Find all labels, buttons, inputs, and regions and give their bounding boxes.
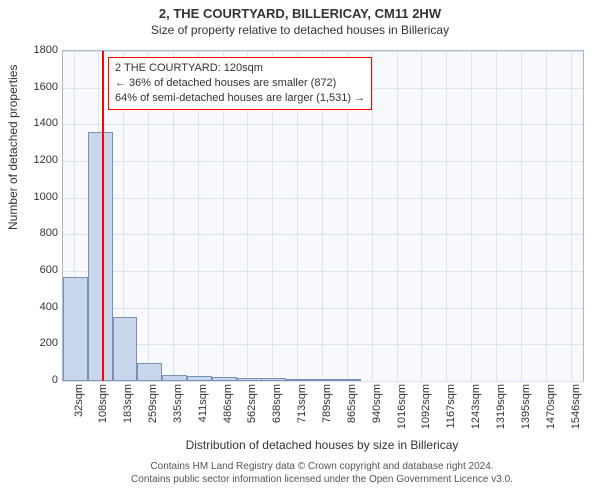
annotation-line: ← 36% of detached houses are smaller (87… [115, 76, 365, 91]
footer-line-2: Contains public sector information licen… [62, 473, 582, 486]
histogram-bar [137, 363, 162, 381]
xtick-label: 32sqm [73, 384, 85, 444]
histogram-bar [88, 132, 113, 381]
annotation-line: 2 THE COURTYARD: 120sqm [115, 61, 365, 76]
annotation-box: 2 THE COURTYARD: 120sqm← 36% of detached… [108, 57, 372, 110]
gridline-h [63, 344, 583, 345]
ytick-label: 1200 [18, 154, 58, 166]
gridline-v [571, 51, 572, 381]
histogram-bar [336, 379, 361, 381]
xtick-label: 1016sqm [396, 384, 408, 444]
xtick-label: 865sqm [346, 384, 358, 444]
xtick-label: 183sqm [122, 384, 134, 444]
footer-line-1: Contains HM Land Registry data © Crown c… [62, 460, 582, 473]
gridline-h [63, 308, 583, 309]
xtick-label: 259sqm [147, 384, 159, 444]
chart-title: 2, THE COURTYARD, BILLERICAY, CM11 2HW [0, 0, 600, 21]
ytick-label: 0 [18, 374, 58, 386]
gridline-v [421, 51, 422, 381]
xtick-label: 1092sqm [420, 384, 432, 444]
gridline-h [63, 161, 583, 162]
gridline-h [63, 124, 583, 125]
xtick-label: 789sqm [321, 384, 333, 444]
xtick-label: 713sqm [296, 384, 308, 444]
xtick-label: 940sqm [371, 384, 383, 444]
gridline-v [446, 51, 447, 381]
xtick-label: 335sqm [172, 384, 184, 444]
xtick-label: 1167sqm [445, 384, 457, 444]
ytick-label: 1000 [18, 191, 58, 203]
ytick-label: 1600 [18, 81, 58, 93]
gridline-h [63, 234, 583, 235]
ytick-label: 1400 [18, 117, 58, 129]
xtick-label: 108sqm [97, 384, 109, 444]
xtick-label: 1470sqm [545, 384, 557, 444]
xtick-label: 1546sqm [570, 384, 582, 444]
ytick-label: 200 [18, 337, 58, 349]
ytick-label: 800 [18, 227, 58, 239]
footer-attribution: Contains HM Land Registry data © Crown c… [62, 460, 582, 486]
gridline-h [63, 271, 583, 272]
chart-container: 2, THE COURTYARD, BILLERICAY, CM11 2HW S… [0, 0, 600, 500]
histogram-bar [286, 379, 311, 381]
reference-line [102, 51, 104, 381]
gridline-h [63, 381, 583, 382]
xtick-label: 486sqm [222, 384, 234, 444]
xtick-label: 411sqm [197, 384, 209, 444]
histogram-bar [212, 377, 237, 381]
ytick-label: 400 [18, 301, 58, 313]
annotation-line: 64% of semi-detached houses are larger (… [115, 91, 365, 106]
histogram-bar [237, 378, 262, 381]
gridline-v [546, 51, 547, 381]
xtick-label: 1319sqm [495, 384, 507, 444]
plot-area: 2 THE COURTYARD: 120sqm← 36% of detached… [62, 50, 584, 382]
gridline-h [63, 51, 583, 52]
histogram-bar [187, 376, 212, 381]
gridline-v [471, 51, 472, 381]
histogram-bar [113, 317, 138, 381]
chart-subtitle: Size of property relative to detached ho… [0, 21, 600, 37]
gridline-h [63, 198, 583, 199]
xtick-label: 562sqm [246, 384, 258, 444]
histogram-bar [63, 277, 88, 382]
ytick-label: 1800 [18, 44, 58, 56]
histogram-bar [162, 375, 187, 381]
xtick-label: 638sqm [271, 384, 283, 444]
gridline-v [397, 51, 398, 381]
xtick-label: 1243sqm [470, 384, 482, 444]
xtick-label: 1395sqm [520, 384, 532, 444]
ytick-label: 600 [18, 264, 58, 276]
histogram-bar [311, 379, 336, 381]
gridline-v [521, 51, 522, 381]
gridline-v [496, 51, 497, 381]
histogram-bar [261, 378, 286, 381]
